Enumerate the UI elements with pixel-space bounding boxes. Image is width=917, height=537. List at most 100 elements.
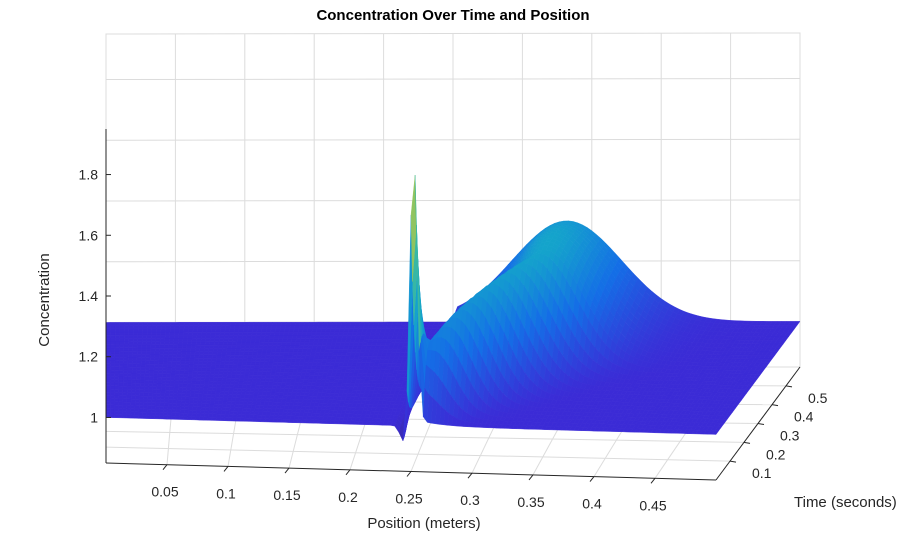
surface-patch — [119, 322, 125, 326]
surface-patch — [177, 338, 184, 342]
surface-patch — [242, 355, 249, 359]
surface-patch — [118, 360, 124, 364]
surface-patch — [105, 325, 111, 329]
surface-patch — [205, 331, 212, 336]
surface-patch — [231, 367, 238, 372]
surface-patch — [183, 331, 189, 336]
surface-patch — [198, 357, 204, 362]
surface-patch — [159, 338, 166, 342]
surface-patch — [243, 351, 249, 356]
surface-patch — [253, 322, 259, 326]
surface-patch — [237, 335, 243, 339]
surface-patch — [214, 393, 221, 398]
surface-patch — [179, 406, 185, 411]
surface-patch — [239, 348, 246, 353]
surface-patch — [110, 382, 115, 387]
surface-patch — [167, 354, 173, 358]
surface-patch — [184, 322, 190, 326]
surface-patch — [215, 325, 222, 329]
surface-patch — [110, 369, 115, 374]
x-axis-label: Position (meters) — [367, 515, 480, 532]
surface-patch — [233, 381, 240, 386]
surface-patch — [154, 415, 160, 420]
surface-patch — [128, 347, 134, 352]
surface-patch — [183, 409, 189, 414]
surface-patch — [136, 366, 142, 371]
surface-patch — [200, 341, 206, 346]
surface-patch — [105, 363, 111, 367]
surface-patch — [154, 357, 160, 362]
surface-patch — [146, 415, 152, 419]
surface-patch — [155, 405, 161, 410]
surface-patch — [252, 328, 258, 333]
surface-patch — [144, 382, 149, 387]
surface-patch — [260, 355, 267, 359]
surface-patch — [209, 403, 215, 408]
surface-patch — [202, 322, 209, 326]
surface-patch — [144, 376, 150, 381]
surface-patch — [159, 399, 165, 404]
surface-patch — [118, 363, 124, 368]
surface-patch — [158, 364, 164, 368]
surface-patch — [188, 322, 195, 326]
surface-patch — [197, 364, 203, 369]
surface-patch — [241, 384, 248, 389]
surface-patch — [230, 400, 236, 405]
surface-patch — [222, 374, 228, 379]
surface-patch — [246, 358, 253, 362]
surface-patch — [142, 411, 148, 416]
surface-patch — [177, 393, 183, 398]
surface-patch — [136, 357, 142, 362]
surface-patch — [150, 408, 156, 413]
surface-patch — [110, 357, 116, 361]
surface-patch — [105, 372, 111, 377]
surface-patch — [243, 397, 249, 402]
surface-patch — [164, 334, 170, 339]
surface-patch — [168, 396, 174, 401]
surface-patch — [178, 380, 184, 385]
surface-patch — [128, 341, 134, 345]
surface-patch — [200, 406, 206, 411]
surface-patch — [201, 331, 207, 336]
surface-patch — [131, 385, 137, 390]
surface-patch — [191, 341, 197, 346]
surface-patch — [117, 414, 123, 419]
surface-patch — [197, 325, 204, 329]
surface-patch — [148, 383, 154, 387]
surface-patch — [213, 371, 220, 375]
surface-patch — [119, 338, 125, 342]
surface-patch — [224, 387, 230, 392]
surface-patch — [197, 322, 204, 326]
surface-patch — [114, 395, 119, 399]
surface-patch — [174, 373, 180, 378]
surface-patch — [238, 404, 244, 409]
z-axis-label: Concentration — [36, 253, 53, 346]
surface-patch — [200, 335, 207, 339]
surface-patch — [258, 364, 265, 369]
surface-patch — [215, 361, 221, 365]
surface-patch — [171, 409, 177, 414]
surface-patch — [204, 341, 211, 346]
surface-patch — [138, 411, 144, 416]
surface-patch — [227, 394, 233, 398]
surface-patch — [219, 331, 226, 336]
surface-patch — [223, 367, 229, 372]
surface-patch — [183, 328, 189, 333]
surface-patch — [123, 335, 130, 339]
surface-patch — [128, 344, 134, 349]
surface-patch — [142, 335, 148, 339]
surface-patch — [127, 360, 133, 365]
surface-patch — [173, 389, 179, 394]
surface-patch — [189, 360, 195, 365]
surface-patch — [206, 390, 213, 395]
surface-patch — [119, 344, 125, 349]
surface-patch — [165, 383, 171, 388]
surface-patch — [187, 338, 193, 342]
surface-patch — [118, 392, 124, 396]
surface-patch — [118, 385, 124, 390]
surface-patch — [192, 367, 198, 372]
surface-patch — [143, 402, 148, 407]
surface-patch — [221, 380, 227, 385]
surface-patch — [221, 348, 228, 352]
surface-patch — [205, 335, 211, 339]
